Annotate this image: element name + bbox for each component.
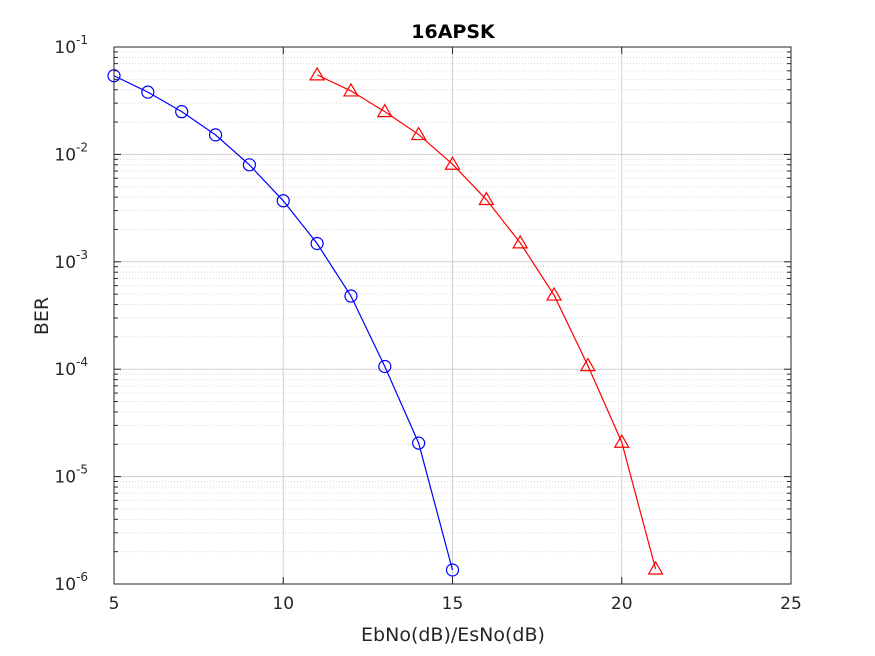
y-tick-label: 10-5	[54, 463, 88, 488]
y-tick-base: 10	[54, 145, 76, 165]
series-layer	[107, 66, 664, 577]
x-tick-label: 15	[442, 594, 464, 614]
y-axis-label: BER	[31, 297, 53, 335]
minor-grid	[114, 51, 791, 553]
data-point-triangle	[410, 126, 427, 141]
ticks	[113, 46, 792, 585]
data-point-triangle	[342, 82, 359, 97]
y-tick-label: 10-4	[54, 355, 88, 380]
y-tick-exponent: -5	[76, 463, 88, 477]
y-tick-exponent: -3	[76, 248, 88, 262]
data-point-triangle	[444, 156, 461, 170]
data-point-triangle	[376, 103, 393, 118]
data-point-circle	[242, 158, 256, 172]
data-point-triangle	[579, 357, 596, 372]
y-tick-label: 10-3	[54, 248, 88, 273]
data-point-circle	[141, 85, 155, 99]
data-point-circle	[412, 436, 426, 450]
y-tick-exponent: -1	[76, 33, 88, 47]
data-point-triangle	[309, 66, 326, 81]
y-tick-base: 10	[54, 468, 76, 488]
y-tick-labels: 10-610-510-410-310-210-1	[54, 33, 88, 595]
y-tick-exponent: -4	[76, 355, 88, 369]
series-line	[113, 75, 454, 571]
data-point-circle	[344, 289, 358, 303]
y-tick-label: 10-6	[54, 570, 88, 595]
data-point-circle	[276, 194, 290, 208]
major-grid	[114, 47, 791, 584]
data-point-circle	[208, 128, 223, 142]
y-tick-exponent: -6	[76, 570, 88, 584]
x-axis-label: EbNo(dB)/EsNo(dB)	[361, 624, 545, 646]
series-line	[316, 74, 657, 570]
series-1	[107, 69, 460, 577]
data-point-circle	[445, 563, 460, 577]
x-tick-label: 20	[611, 594, 633, 614]
y-tick-base: 10	[54, 360, 76, 380]
chart-title: 16APSK	[411, 21, 496, 43]
data-point-circle	[310, 236, 324, 251]
series-2	[309, 66, 664, 575]
data-point-triangle	[546, 286, 563, 301]
y-tick-base: 10	[54, 253, 76, 273]
y-tick-exponent: -2	[76, 140, 88, 154]
data-point-circle	[378, 359, 392, 374]
x-tick-label: 25	[780, 594, 802, 614]
y-tick-base: 10	[54, 38, 76, 58]
data-point-triangle	[478, 191, 495, 206]
x-tick-label: 5	[109, 594, 120, 614]
x-tick-label: 10	[272, 594, 294, 614]
data-point-circle	[175, 105, 189, 119]
data-point-triangle	[613, 434, 630, 448]
y-tick-label: 10-1	[54, 33, 88, 58]
y-tick-base: 10	[54, 575, 76, 595]
y-tick-label: 10-2	[54, 140, 88, 165]
data-point-triangle	[512, 234, 529, 249]
x-tick-labels: 5 10 15 20 25	[109, 594, 802, 614]
data-point-triangle	[647, 560, 664, 575]
